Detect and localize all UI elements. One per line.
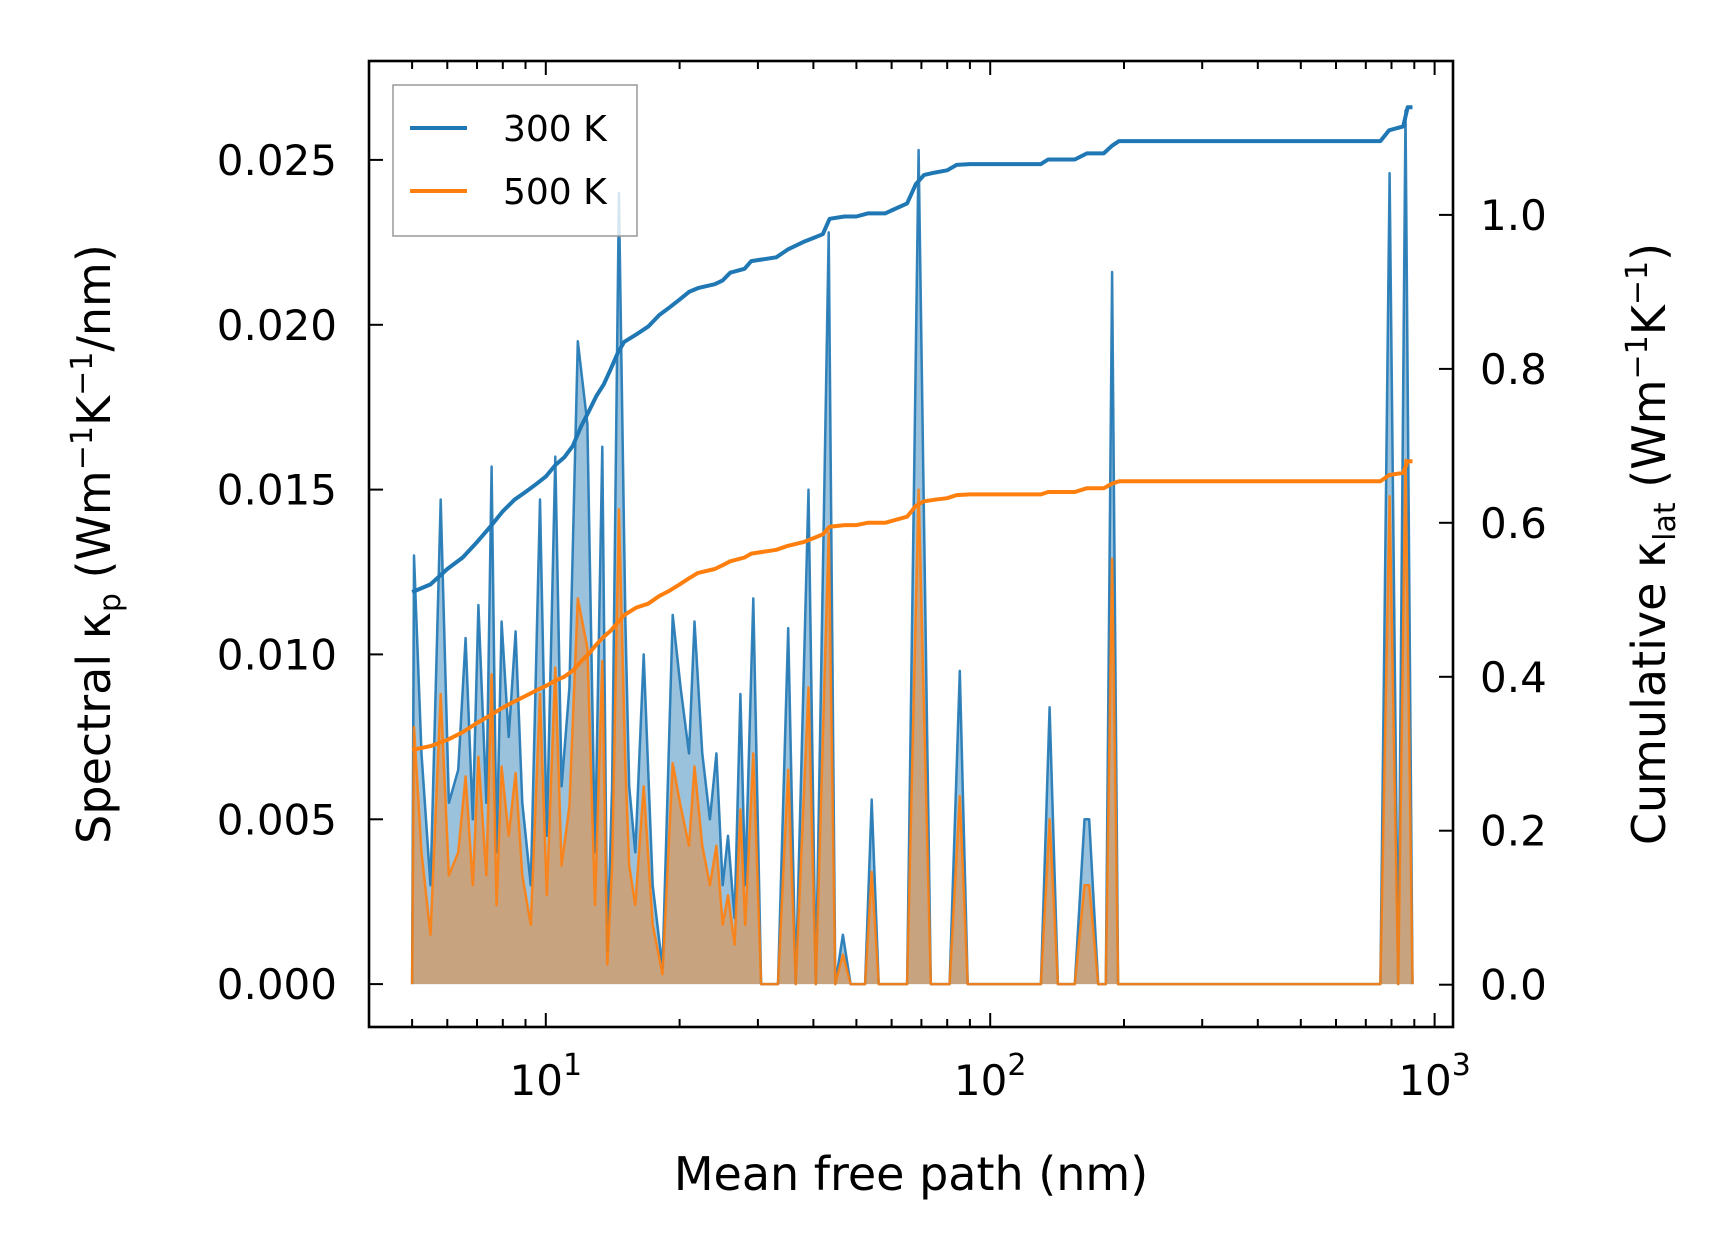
left-y-axis-label: Spectral κp (Wm−1K−1/nm) [65, 244, 128, 844]
x-tick-label-exponent: 1 [563, 1048, 582, 1083]
plot-area [410, 105, 1414, 986]
x-tick-label-base: 10 [510, 1056, 563, 1105]
right-y-tick-label: 0.4 [1480, 653, 1547, 702]
left-y-tick-label: 0.015 [217, 466, 337, 515]
right-y-tick-label: 0.8 [1480, 345, 1547, 394]
right-y-axis-label: Cumulative κlat (Wm−1K−1) [1620, 243, 1683, 845]
500-k-spectral-line [410, 458, 1414, 986]
spectral-line-layer [410, 109, 1414, 986]
x-tick-label-base: 10 [1398, 1056, 1451, 1105]
right-y-tick-label: 0.6 [1480, 499, 1547, 548]
ticks-layer [368, 61, 1453, 1027]
500-k-spectral-area [412, 459, 1413, 985]
legend: 300 K 500 K [392, 84, 638, 237]
300-k-spectral-line [410, 109, 1414, 986]
300-k-cumulative-line [411, 105, 1413, 594]
legend-label-500k: 500 K [503, 172, 608, 213]
x-tick-label: 101 [510, 1048, 583, 1105]
left-y-tick-label: 0.000 [217, 960, 337, 1009]
left-y-tick-label: 0.005 [217, 795, 337, 844]
500-k-cumulative-line [411, 459, 1413, 752]
tick-labels: 101 102 1030.0000.0050.0100.0150.0200.0250… [217, 136, 1547, 1105]
x-axis-label: Mean free path (nm) [674, 1147, 1148, 1201]
x-tick-label: 103 [1398, 1048, 1471, 1105]
right-y-tick-label: 1.0 [1480, 191, 1547, 240]
x-tick-label-exponent: 3 [1452, 1048, 1471, 1083]
right-y-tick-label: 0.2 [1480, 807, 1547, 856]
x-tick-label: 102 [954, 1048, 1027, 1105]
legend-box [392, 84, 638, 237]
x-tick-label-exponent: 2 [1007, 1048, 1026, 1083]
cumulative-line-layer [411, 105, 1413, 752]
x-tick-label-base: 10 [954, 1056, 1007, 1105]
left-y-tick-label: 0.025 [217, 136, 337, 185]
legend-label-300k: 300 K [503, 109, 608, 150]
right-y-tick-label: 0.0 [1480, 961, 1547, 1010]
left-y-tick-label: 0.010 [217, 630, 337, 679]
plot-frame [367, 59, 1455, 1029]
left-y-tick-label: 0.020 [217, 301, 337, 350]
